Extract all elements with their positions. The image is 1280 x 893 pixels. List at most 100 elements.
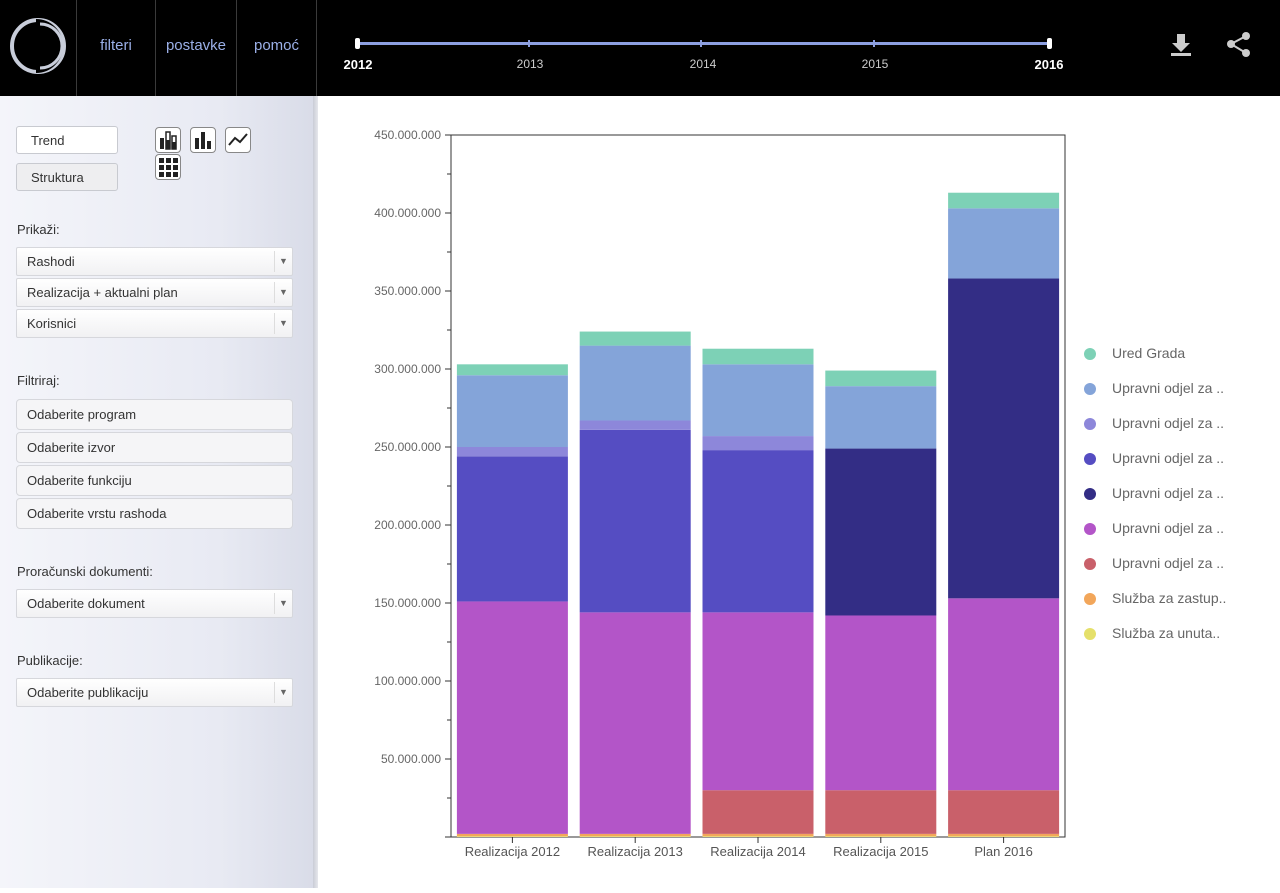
bar-segment bbox=[456, 375, 568, 447]
chevron-down-icon: ▼ bbox=[274, 313, 292, 334]
bar-segment bbox=[702, 450, 814, 613]
bar-segment bbox=[825, 833, 937, 837]
sidebar-resize-handle[interactable] bbox=[313, 96, 318, 888]
select-value: Rashodi bbox=[27, 254, 75, 269]
x-tick-label: Realizacija 2014 bbox=[710, 844, 805, 859]
bar-segment bbox=[825, 370, 937, 387]
trend-button[interactable]: Trend bbox=[16, 126, 118, 154]
timeline-label: 2014 bbox=[689, 57, 717, 71]
expense-type-filter[interactable]: Odaberite vrstu rashoda bbox=[16, 498, 293, 529]
timeline-label: 2012 bbox=[343, 57, 373, 72]
bar-segment bbox=[456, 447, 568, 457]
x-tick-label: Realizacija 2013 bbox=[587, 844, 682, 859]
legend-swatch bbox=[1084, 418, 1096, 430]
legend-label: Služba za zastup.. bbox=[1112, 590, 1227, 606]
timeline-start-handle[interactable] bbox=[355, 38, 360, 49]
y-tick-label: 400.000.000 bbox=[374, 206, 441, 220]
bar-segment bbox=[702, 348, 814, 365]
bar-segment bbox=[579, 331, 691, 346]
bar-segment bbox=[456, 833, 568, 837]
timeline-tick bbox=[528, 40, 530, 47]
y-tick-label: 100.000.000 bbox=[374, 674, 441, 688]
y-tick-label: 350.000.000 bbox=[374, 284, 441, 298]
bar-segment bbox=[825, 448, 937, 616]
legend-swatch bbox=[1084, 383, 1096, 395]
bar-segment bbox=[579, 833, 691, 837]
bar-chart-icon[interactable] bbox=[190, 127, 216, 153]
legend-label: Upravni odjel za .. bbox=[1112, 450, 1225, 466]
x-tick-label: Realizacija 2012 bbox=[465, 844, 560, 859]
select-value: Korisnici bbox=[27, 316, 77, 331]
bar-segment bbox=[702, 612, 814, 791]
bar-segment bbox=[456, 601, 568, 834]
nav-filters[interactable]: filteri bbox=[77, 0, 156, 96]
bar-segment bbox=[948, 208, 1060, 279]
bar-segment bbox=[825, 615, 937, 791]
nav-settings[interactable]: postavke bbox=[156, 0, 237, 96]
program-filter[interactable]: Odaberite program bbox=[16, 399, 293, 430]
pubs-label: Publikacije: bbox=[17, 653, 83, 668]
plan-select[interactable]: Realizacija + aktualni plan ▼ bbox=[16, 278, 293, 307]
structure-button[interactable]: Struktura bbox=[16, 163, 118, 191]
show-label: Prikaži: bbox=[17, 222, 60, 237]
legend-label: Upravni odjel za .. bbox=[1112, 555, 1225, 571]
timeline-end-handle[interactable] bbox=[1047, 38, 1052, 49]
timeline-tick bbox=[873, 40, 875, 47]
line-chart-icon[interactable] bbox=[225, 127, 251, 153]
timeline-tick bbox=[700, 40, 702, 47]
bar-segment bbox=[579, 612, 691, 834]
nav-help[interactable]: pomoć bbox=[237, 0, 317, 96]
filter-label: Filtriraj: bbox=[17, 373, 60, 388]
stacked-bar-icon[interactable] bbox=[155, 127, 181, 153]
chevron-down-icon: ▼ bbox=[274, 682, 292, 703]
bar-segment bbox=[948, 833, 1060, 837]
chevron-down-icon: ▼ bbox=[274, 282, 292, 303]
logo-icon bbox=[10, 18, 66, 74]
legend-label: Upravni odjel za .. bbox=[1112, 485, 1225, 501]
y-tick-label: 150.000.000 bbox=[374, 596, 441, 610]
legend-label: Ured Grada bbox=[1112, 345, 1186, 361]
chevron-down-icon: ▼ bbox=[274, 251, 292, 272]
legend-swatch bbox=[1084, 558, 1096, 570]
bar-segment bbox=[702, 364, 814, 437]
bar-segment bbox=[702, 836, 814, 837]
chevron-down-icon: ▼ bbox=[274, 593, 292, 614]
timeline-label: 2013 bbox=[516, 57, 544, 71]
bar-segment bbox=[702, 790, 814, 834]
x-tick-label: Realizacija 2015 bbox=[833, 844, 928, 859]
timeline-track[interactable] bbox=[357, 42, 1049, 45]
legend-label: Upravni odjel za .. bbox=[1112, 520, 1225, 536]
publication-select[interactable]: Odaberite publikaciju ▼ bbox=[16, 678, 293, 707]
logo[interactable] bbox=[0, 0, 77, 96]
chart-area: 50.000.000 100.000.000 150.000.000 200.000.… bbox=[318, 96, 1280, 888]
y-tick-label: 250.000.000 bbox=[374, 440, 441, 454]
top-bar: filteri postavke pomoć 2012 2013 2014 20… bbox=[0, 0, 1280, 96]
measure-select[interactable]: Rashodi ▼ bbox=[16, 247, 293, 276]
grouping-select[interactable]: Korisnici ▼ bbox=[16, 309, 293, 338]
y-tick-label: 50.000.000 bbox=[381, 752, 441, 766]
year-timeline[interactable]: 2012 2013 2014 2015 2016 bbox=[317, 0, 1097, 96]
source-filter[interactable]: Odaberite izvor bbox=[16, 432, 293, 463]
legend-swatch bbox=[1084, 348, 1096, 360]
y-tick-label: 450.000.000 bbox=[374, 128, 441, 142]
y-tick-label: 300.000.000 bbox=[374, 362, 441, 376]
bar-segment bbox=[825, 790, 937, 834]
bar-segment bbox=[948, 192, 1060, 209]
function-filter[interactable]: Odaberite funkciju bbox=[16, 465, 293, 496]
bar-segment bbox=[948, 278, 1060, 599]
bar-segment bbox=[456, 364, 568, 376]
share-icon[interactable] bbox=[1225, 30, 1253, 58]
download-icon[interactable] bbox=[1167, 30, 1195, 58]
bar-segment bbox=[579, 429, 691, 613]
document-select[interactable]: Odaberite dokument ▼ bbox=[16, 589, 293, 618]
bar-segment bbox=[456, 836, 568, 837]
bar-segment bbox=[825, 386, 937, 449]
bar-segment bbox=[948, 790, 1060, 834]
table-grid-icon[interactable] bbox=[155, 154, 181, 180]
y-tick-label: 200.000.000 bbox=[374, 518, 441, 532]
bar-segment bbox=[702, 833, 814, 837]
bar-segment bbox=[948, 836, 1060, 837]
timeline-label: 2015 bbox=[861, 57, 889, 71]
legend-label: Služba za unuta.. bbox=[1112, 625, 1221, 641]
legend-label: Upravni odjel za .. bbox=[1112, 380, 1225, 396]
